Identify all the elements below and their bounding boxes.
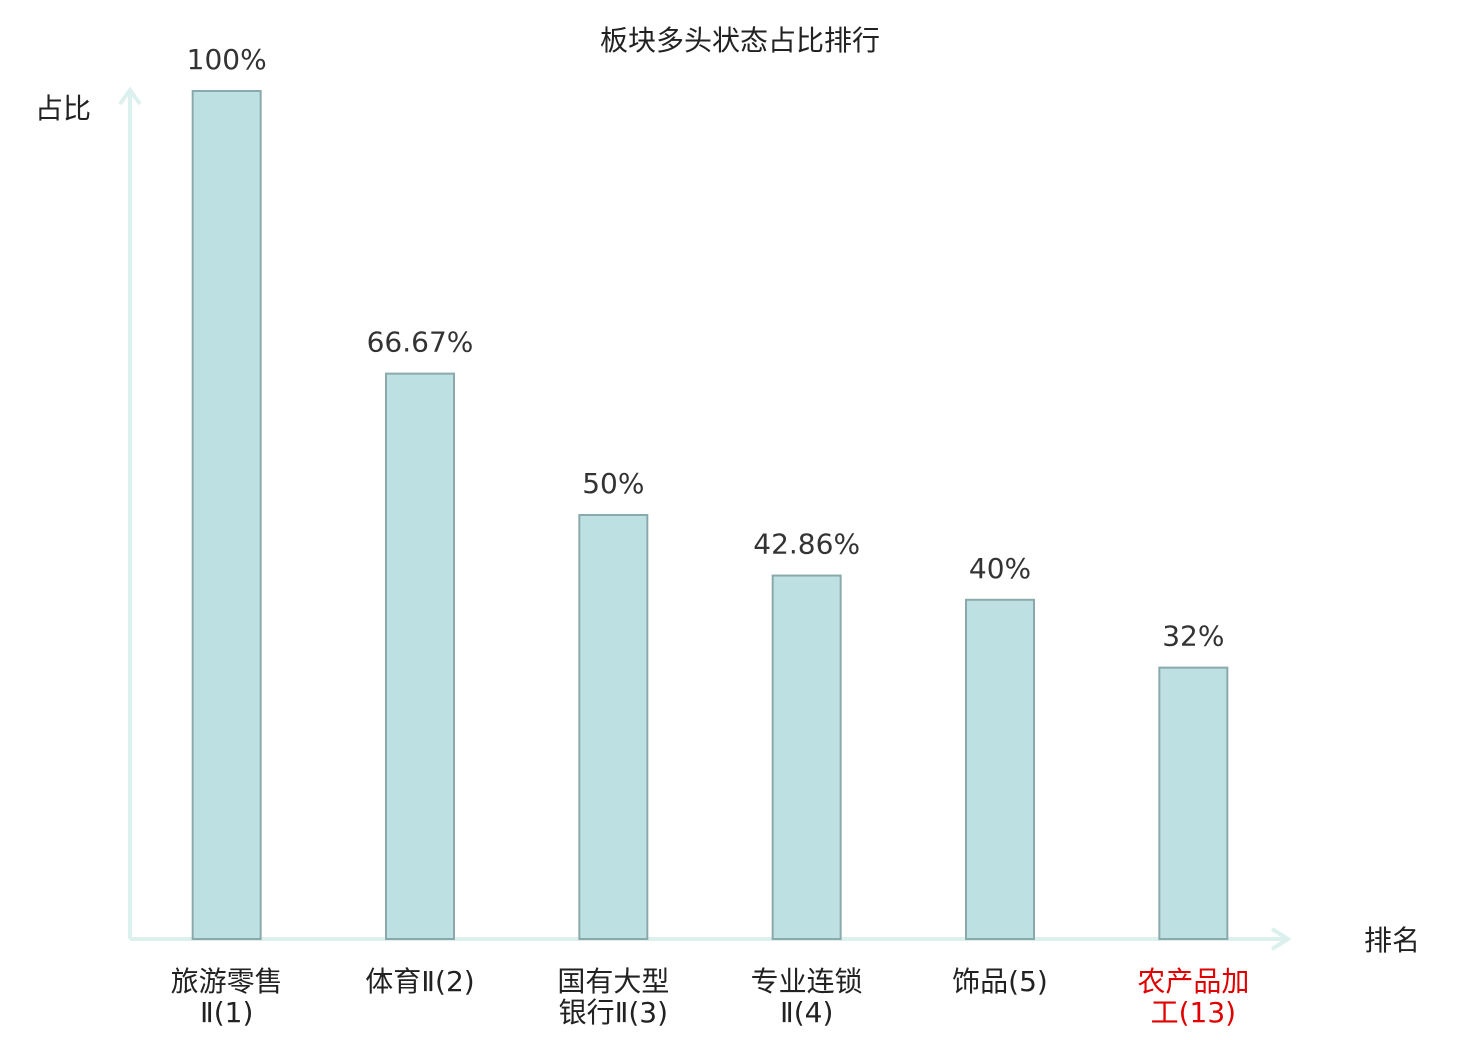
value-label: 32% [1162, 620, 1224, 653]
x-tick-label: 饰品(5) [952, 965, 1048, 998]
x-tick-label: 体育Ⅱ(2) [365, 965, 474, 998]
x-axis-label: 排名 [1364, 924, 1420, 957]
bar [771, 574, 842, 940]
x-tick-label: 旅游零售 Ⅱ(1) [171, 965, 283, 1029]
value-label: 50% [582, 467, 644, 500]
x-tick-label-line: 专业连锁 [751, 965, 863, 998]
bar [578, 514, 649, 940]
x-tick-label-line: 旅游零售 [171, 965, 283, 998]
x-tick-label-line: 国有大型 [557, 965, 669, 998]
value-label: 40% [969, 552, 1031, 585]
chart-title: 板块多头状态占比排行 [600, 24, 880, 57]
x-axis-arrow [1270, 927, 1292, 951]
x-tick-label: 国有大型银行Ⅱ(3) [557, 965, 669, 1029]
bar [385, 372, 455, 940]
value-label: 66.67% [367, 326, 474, 359]
bar [191, 90, 262, 940]
value-label: 42.86% [753, 528, 860, 561]
x-tick-label: 专业连锁 Ⅱ(4) [751, 965, 863, 1029]
bar [1158, 666, 1229, 940]
y-axis-label: 占比 [35, 92, 91, 125]
axes [118, 86, 1292, 951]
x-tick-label-line: 工(13) [1151, 996, 1236, 1029]
x-tick-label-line: Ⅱ(4) [780, 996, 833, 1029]
value-label: 100% [187, 43, 267, 76]
x-tick-label-line: 银行Ⅱ(3) [559, 996, 668, 1029]
x-tick-label-line: 农产品加 [1137, 965, 1249, 998]
x-tick-label-line: Ⅱ(1) [200, 996, 253, 1029]
bar [965, 598, 1035, 940]
y-axis-arrow [118, 86, 142, 106]
x-tick-label: 农产品加工(13) [1137, 965, 1249, 1029]
